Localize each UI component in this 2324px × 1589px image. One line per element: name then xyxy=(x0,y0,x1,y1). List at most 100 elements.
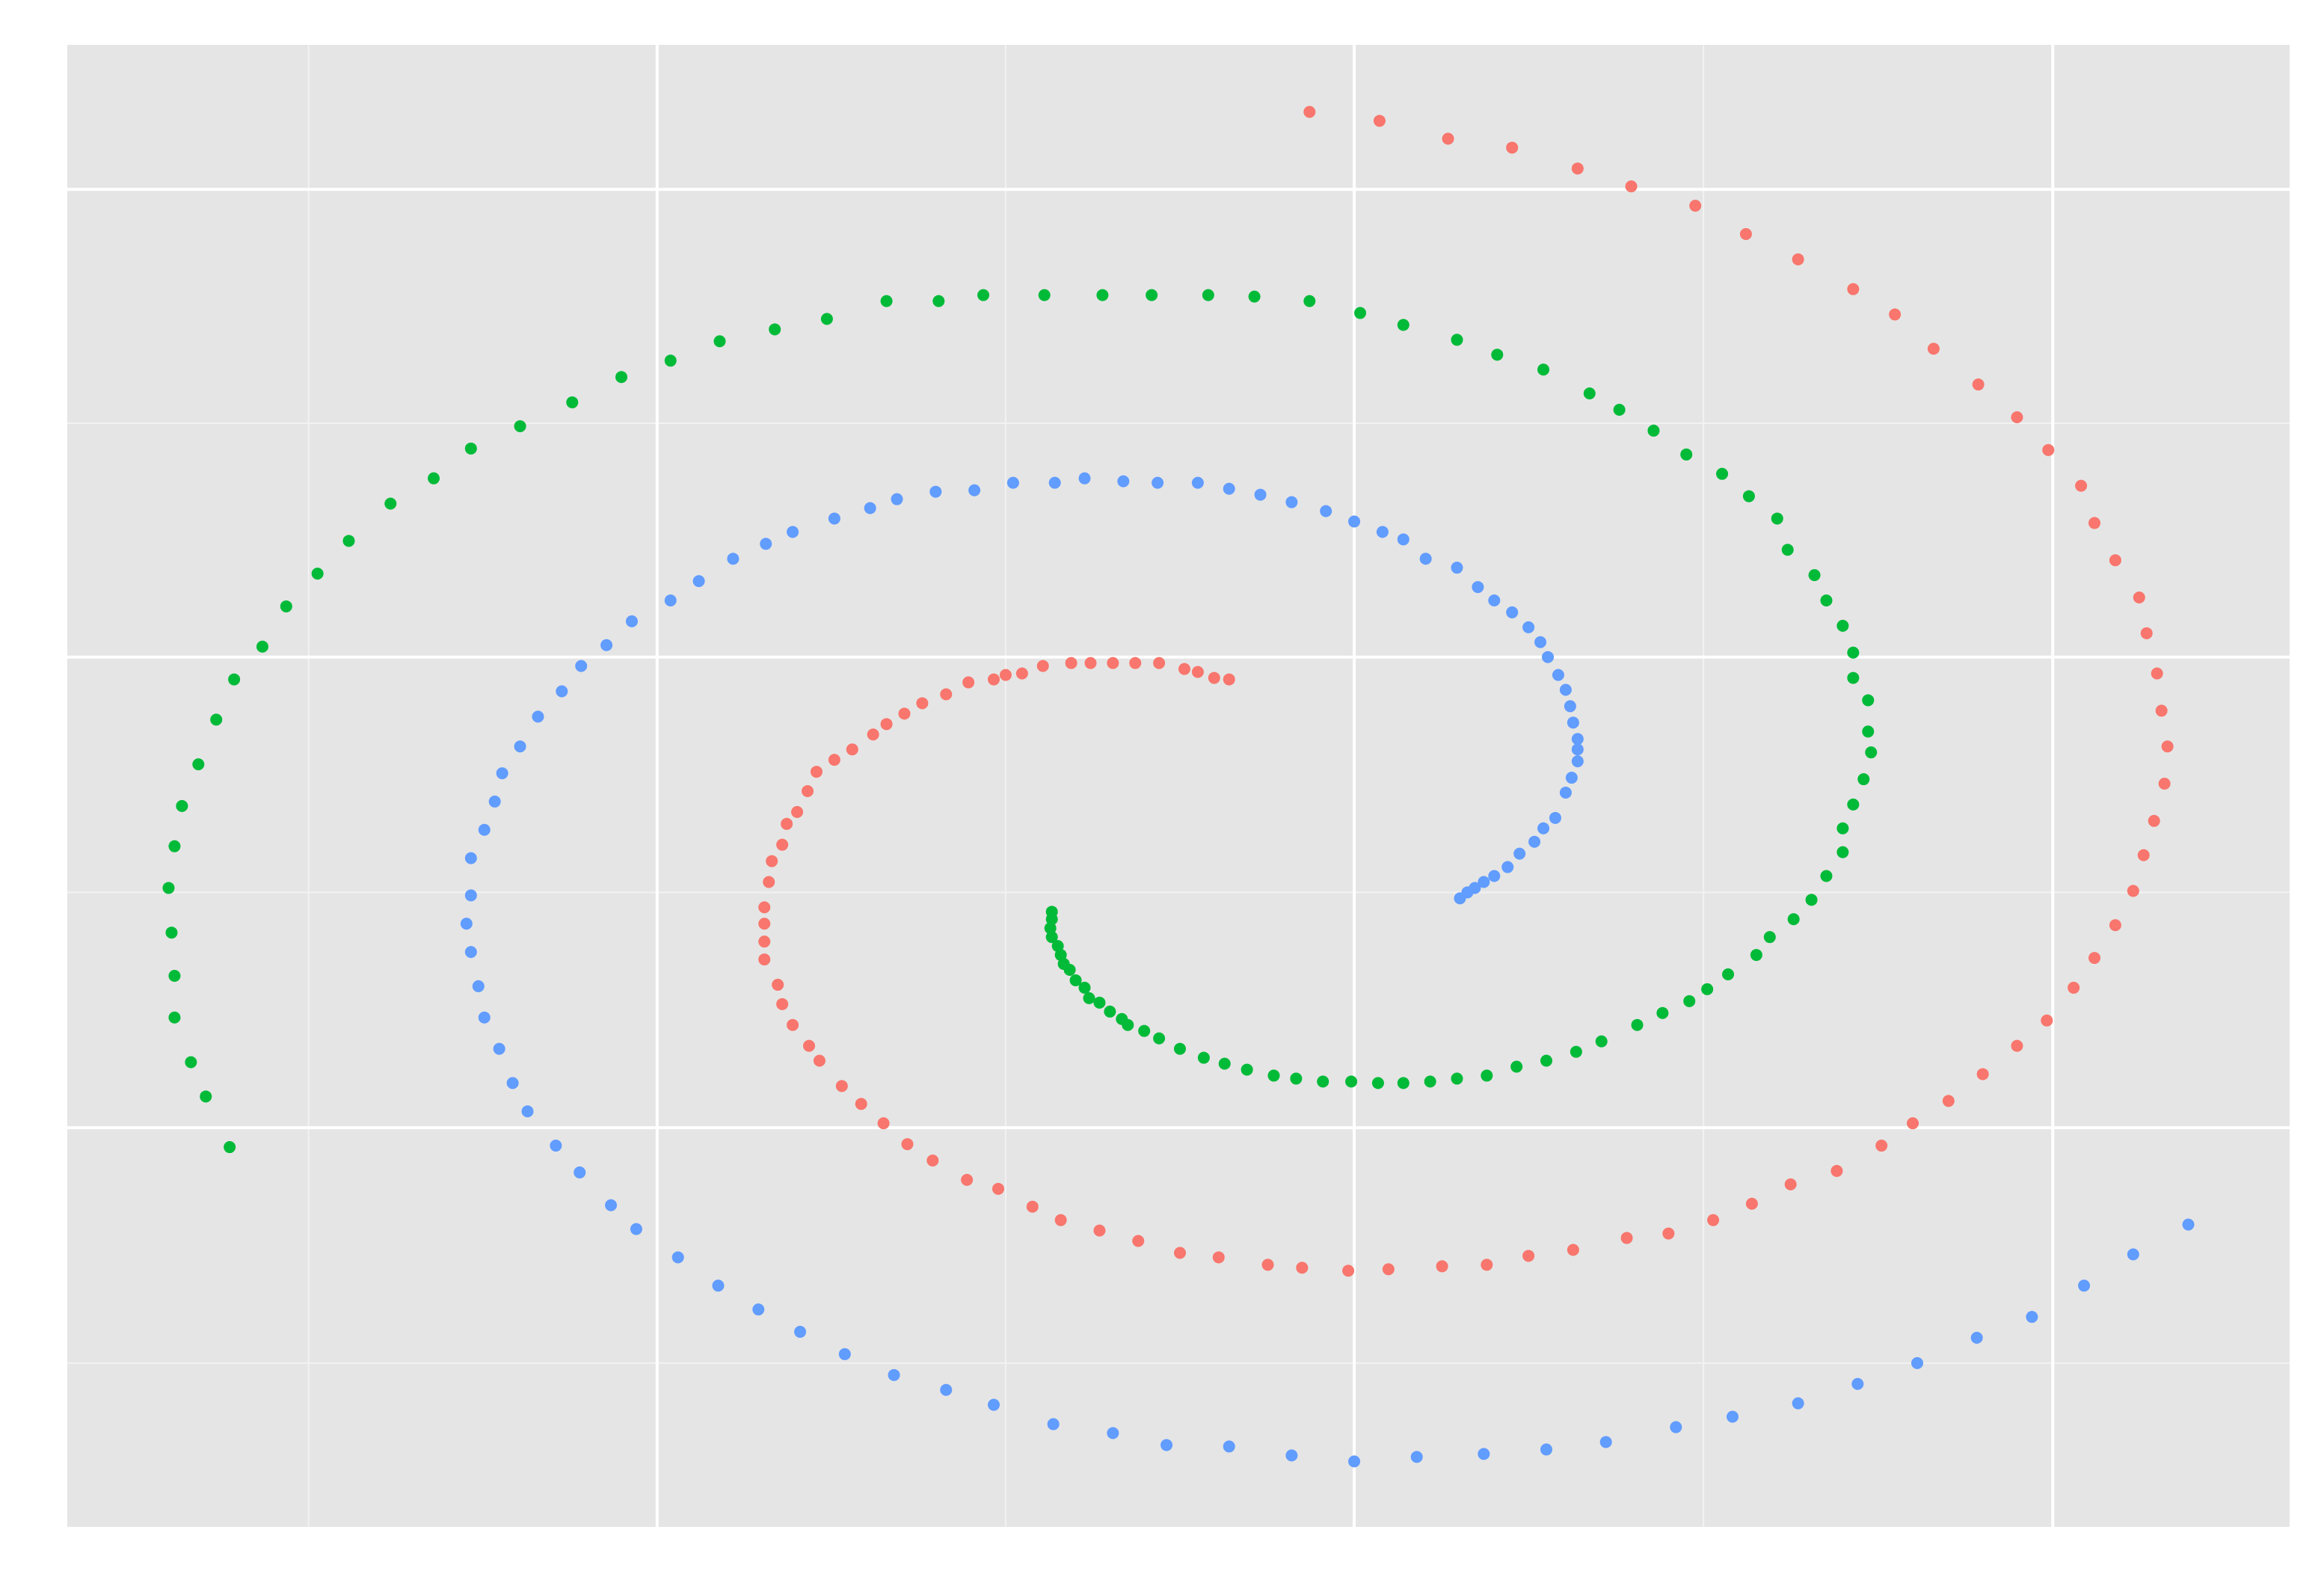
point xyxy=(835,1080,848,1092)
point xyxy=(1096,289,1109,301)
point xyxy=(1107,1427,1119,1439)
point xyxy=(1104,1005,1116,1018)
point xyxy=(532,710,544,723)
point xyxy=(828,754,840,766)
point xyxy=(1083,992,1095,1004)
point xyxy=(1506,606,1519,618)
point xyxy=(2026,1311,2038,1324)
point xyxy=(1750,949,1762,962)
point xyxy=(1296,1261,1309,1274)
point xyxy=(752,1303,765,1316)
point xyxy=(1342,1264,1355,1277)
point xyxy=(1522,1250,1535,1262)
point xyxy=(1320,505,1332,517)
point xyxy=(810,766,823,778)
point xyxy=(1522,621,1535,633)
point xyxy=(1285,496,1298,508)
point xyxy=(224,1141,236,1154)
point xyxy=(1481,1258,1493,1271)
point xyxy=(1093,996,1106,1009)
point xyxy=(1212,1251,1225,1264)
point xyxy=(168,969,181,982)
panel-background xyxy=(67,45,2290,1527)
point xyxy=(1792,253,1804,265)
point xyxy=(1254,488,1267,501)
point xyxy=(185,1056,197,1069)
point xyxy=(1054,1214,1067,1226)
point xyxy=(961,1173,974,1186)
point xyxy=(460,918,473,930)
point xyxy=(880,295,893,307)
point xyxy=(1620,1232,1633,1244)
point xyxy=(1173,1042,1186,1055)
point xyxy=(1178,663,1190,675)
point xyxy=(1865,746,1878,759)
point xyxy=(781,817,793,830)
point xyxy=(1303,295,1316,307)
point xyxy=(1197,1051,1210,1064)
point xyxy=(864,502,876,514)
point xyxy=(1047,1418,1060,1430)
point xyxy=(898,707,911,720)
point xyxy=(2182,1218,2195,1231)
point xyxy=(574,1166,586,1178)
point xyxy=(1036,660,1049,672)
point xyxy=(1534,636,1547,648)
point xyxy=(901,1138,914,1151)
point xyxy=(1570,1045,1582,1058)
point xyxy=(692,575,705,588)
point xyxy=(1506,141,1519,154)
point xyxy=(1065,657,1078,669)
point xyxy=(1787,913,1800,926)
point xyxy=(1045,931,1058,944)
point xyxy=(2109,554,2121,567)
point xyxy=(1836,822,1849,835)
point xyxy=(600,639,613,651)
point xyxy=(2133,591,2145,604)
point xyxy=(615,371,628,384)
point xyxy=(630,1223,642,1235)
point xyxy=(1146,289,1158,301)
point xyxy=(1488,594,1501,607)
point xyxy=(200,1090,212,1103)
point xyxy=(1223,673,1235,686)
point xyxy=(1267,1069,1280,1082)
point xyxy=(1223,1440,1235,1453)
point xyxy=(1078,472,1091,485)
point xyxy=(1763,931,1776,944)
point xyxy=(1132,1235,1145,1247)
point xyxy=(496,767,508,780)
point xyxy=(192,758,205,771)
point xyxy=(769,323,781,336)
point xyxy=(1792,1397,1804,1410)
point xyxy=(758,935,771,948)
point xyxy=(1552,669,1564,681)
point xyxy=(256,640,268,653)
point xyxy=(1376,526,1389,538)
point xyxy=(1488,870,1501,882)
point xyxy=(766,855,778,867)
point xyxy=(867,728,879,741)
point xyxy=(1117,475,1130,488)
point xyxy=(2068,981,2080,994)
point xyxy=(758,901,771,914)
point xyxy=(664,594,677,607)
point xyxy=(488,795,501,808)
point xyxy=(1045,913,1058,926)
point xyxy=(1345,1075,1358,1088)
point xyxy=(1847,283,1860,295)
point xyxy=(1808,569,1821,582)
point xyxy=(1647,424,1660,437)
point xyxy=(855,1098,867,1110)
point xyxy=(1540,1054,1553,1067)
point xyxy=(1745,1197,1758,1210)
point xyxy=(556,685,568,698)
point xyxy=(1348,1455,1361,1468)
point xyxy=(1656,1006,1669,1019)
point xyxy=(1084,657,1097,669)
point xyxy=(1537,363,1550,376)
point xyxy=(2161,740,2174,753)
point xyxy=(1063,964,1076,977)
point xyxy=(162,882,175,894)
point xyxy=(1191,476,1204,489)
